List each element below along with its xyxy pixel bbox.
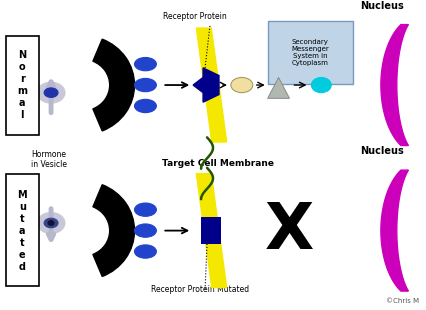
FancyBboxPatch shape: [268, 21, 353, 84]
Polygon shape: [196, 28, 227, 142]
Text: N
o
r
m
a
l: N o r m a l: [17, 50, 27, 120]
Text: M
u
t
a
t
e
d: M u t a t e d: [17, 190, 27, 272]
Ellipse shape: [135, 57, 156, 71]
Polygon shape: [381, 24, 409, 145]
Bar: [6, 36, 39, 135]
Bar: [6, 174, 39, 286]
Polygon shape: [193, 68, 219, 102]
Wedge shape: [93, 185, 135, 277]
Ellipse shape: [231, 78, 253, 93]
Ellipse shape: [37, 82, 65, 103]
Ellipse shape: [311, 78, 331, 93]
Text: Nucleus: Nucleus: [360, 146, 404, 157]
Text: X: X: [265, 200, 314, 262]
Ellipse shape: [44, 218, 58, 228]
Ellipse shape: [135, 224, 156, 237]
Ellipse shape: [44, 88, 58, 97]
Ellipse shape: [37, 213, 65, 233]
Bar: [201, 217, 221, 244]
Text: ©Chris M: ©Chris M: [386, 298, 419, 304]
Text: Target Cell Membrane: Target Cell Membrane: [162, 158, 274, 168]
Wedge shape: [93, 39, 135, 131]
Ellipse shape: [135, 78, 156, 92]
Ellipse shape: [135, 203, 156, 216]
Ellipse shape: [135, 245, 156, 258]
Text: Secondary
Messenger
System in
Cytoplasm: Secondary Messenger System in Cytoplasm: [291, 39, 329, 66]
Text: Receptor Protein Mutated: Receptor Protein Mutated: [151, 285, 249, 294]
Polygon shape: [268, 78, 290, 98]
Polygon shape: [196, 174, 227, 288]
Ellipse shape: [48, 221, 54, 225]
Text: Receptor Protein: Receptor Protein: [163, 12, 227, 21]
Polygon shape: [381, 170, 409, 291]
Text: Nucleus: Nucleus: [360, 1, 404, 11]
Text: Hormone
in Vesicle: Hormone in Vesicle: [31, 150, 67, 169]
Ellipse shape: [135, 99, 156, 113]
